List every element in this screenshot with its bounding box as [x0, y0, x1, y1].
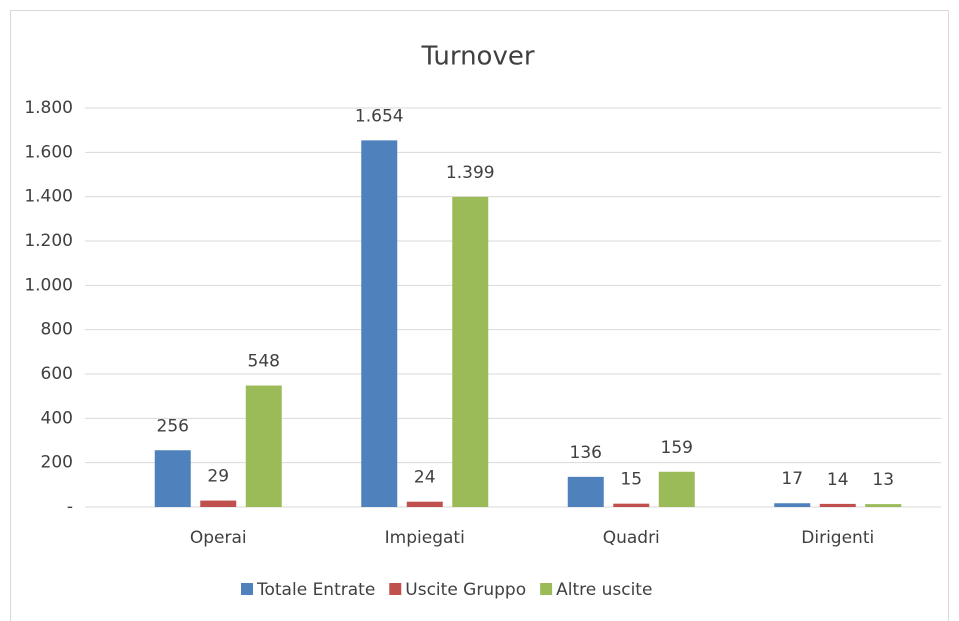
data-label: 256 [157, 416, 189, 436]
bar [200, 500, 237, 507]
data-label: 136 [570, 443, 602, 463]
y-tick-label: 1.800 [24, 98, 73, 118]
y-tick-label: 1.200 [24, 231, 73, 251]
y-tick-label: 1.400 [24, 187, 73, 207]
data-label: 15 [620, 470, 642, 490]
legend-swatch [241, 583, 253, 595]
y-tick-label: 400 [41, 408, 73, 428]
legend-label: Altre uscite [556, 580, 652, 600]
data-label: 159 [661, 438, 693, 458]
bar [567, 476, 604, 507]
y-tick-label: 600 [41, 364, 73, 384]
legend-label: Uscite Gruppo [405, 580, 526, 600]
y-tick-label: 800 [41, 320, 73, 340]
legend-swatch [389, 583, 402, 595]
legend-label: Totale Entrate [256, 580, 375, 600]
x-tick-label: Operai [190, 528, 247, 548]
x-tick-label: Dirigenti [801, 528, 874, 548]
data-label: 17 [781, 469, 803, 489]
data-label: 548 [248, 352, 280, 372]
bar [819, 503, 856, 507]
bar [774, 503, 811, 507]
data-label: 29 [207, 467, 229, 487]
data-label: 13 [872, 470, 894, 490]
bar [613, 503, 650, 507]
bar [452, 196, 489, 507]
data-label: 14 [827, 470, 849, 490]
bar [245, 385, 282, 507]
chart-title: Turnover [420, 42, 534, 72]
x-tick-label: Quadri [603, 528, 660, 548]
bar [658, 471, 695, 507]
y-tick-label: 200 [41, 453, 73, 473]
data-label: 1.399 [446, 163, 495, 183]
y-tick-label: - [67, 497, 73, 517]
y-tick-label: 1.000 [24, 275, 73, 295]
x-tick-label: Impiegati [385, 528, 465, 548]
bar [154, 450, 191, 507]
bar [361, 140, 398, 507]
bar [865, 504, 902, 507]
data-label: 1.654 [355, 106, 404, 126]
y-tick-label: 1.600 [24, 142, 73, 162]
bar [406, 501, 443, 507]
data-label: 24 [414, 468, 436, 488]
legend-swatch [540, 583, 553, 595]
